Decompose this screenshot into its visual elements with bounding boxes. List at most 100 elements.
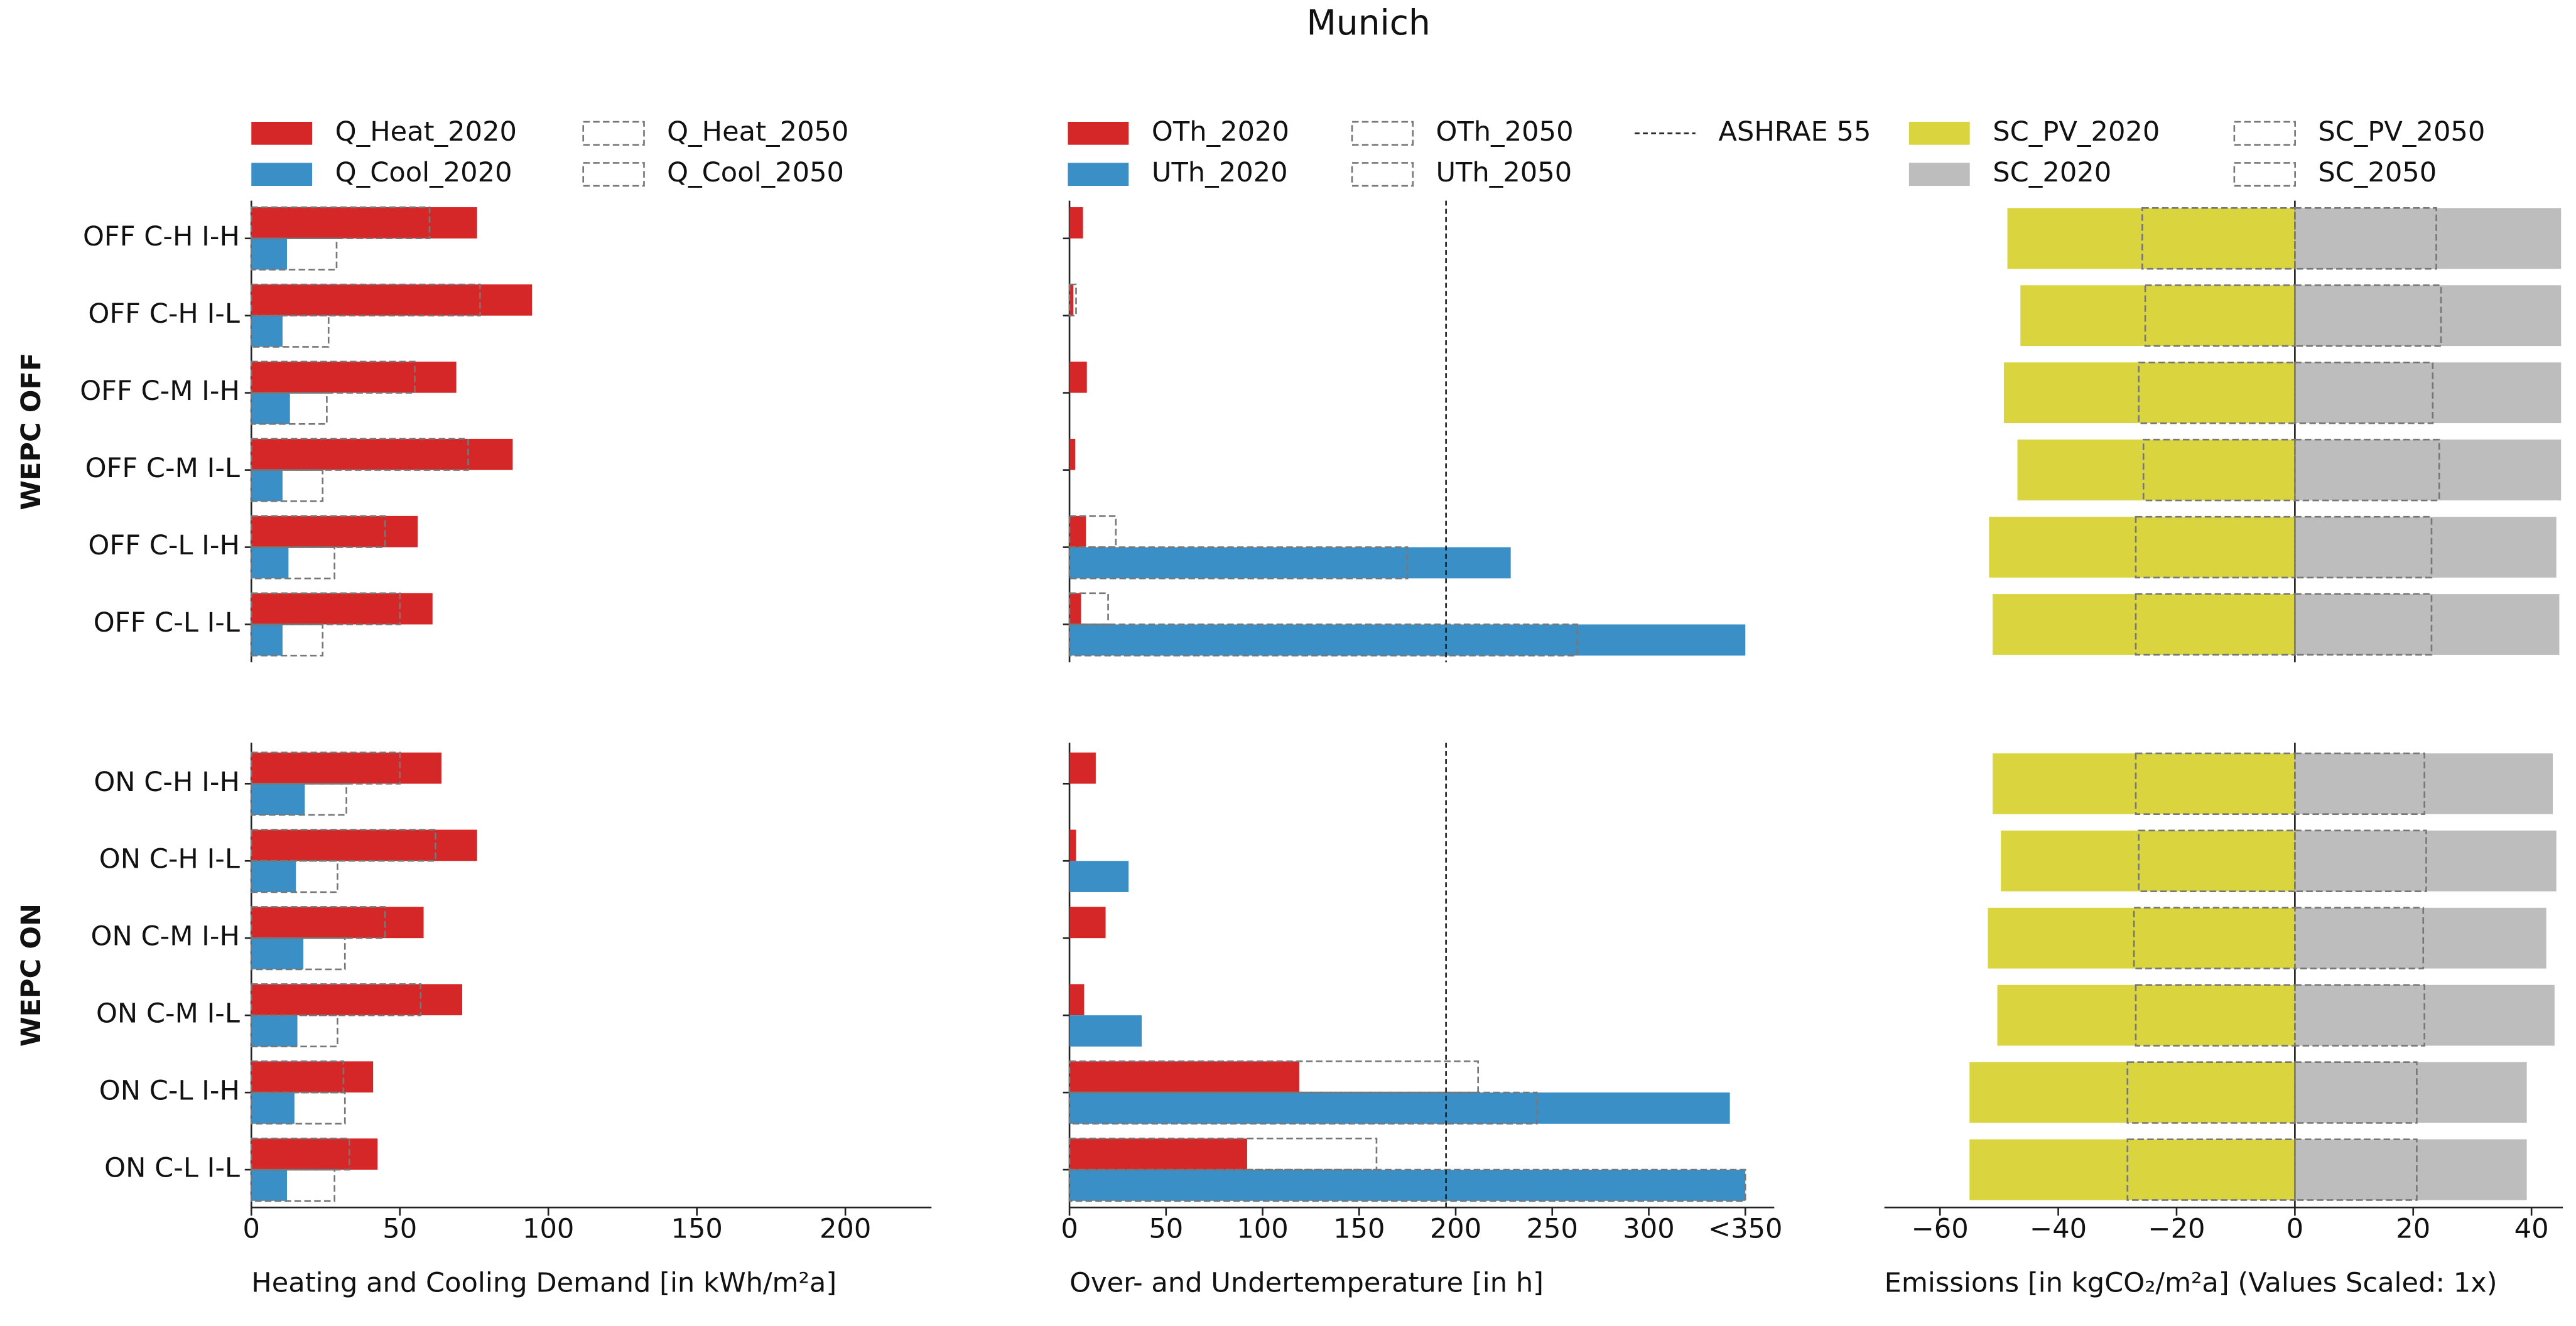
bar (1069, 752, 1096, 784)
bar (251, 315, 283, 347)
x-tick-label: 150 (1333, 1213, 1385, 1244)
legend-label: UTh_2050 (1436, 157, 1572, 188)
bar-outline (250, 283, 481, 317)
bar (1069, 829, 1076, 861)
bar (251, 547, 289, 579)
x-tick-label: 150 (671, 1213, 722, 1244)
bar (1069, 1061, 1299, 1093)
legend-label: SC_PV_2050 (2318, 116, 2485, 148)
x-tick-label: 0 (2286, 1213, 2303, 1244)
bar (2017, 439, 2295, 501)
bar (251, 238, 288, 270)
bar-outline (250, 237, 338, 271)
x-tick-label: 20 (2396, 1213, 2430, 1244)
bar (251, 515, 418, 547)
bar (2295, 1139, 2527, 1200)
bar-outline (2144, 284, 2296, 347)
bar (1069, 515, 1086, 547)
bar (1069, 1015, 1142, 1047)
legend-label: Q_Cool_2050 (667, 157, 844, 188)
bar (251, 593, 433, 625)
bar (1069, 284, 1074, 316)
bar-outline (250, 752, 401, 785)
x-tick-label: −40 (2030, 1213, 2087, 1244)
y-tick-label: OFF C-M I-L (85, 453, 240, 484)
bar-outline (250, 515, 386, 548)
bar-outline (250, 206, 431, 240)
bar (1069, 361, 1087, 393)
legend-label: SC_2050 (2318, 157, 2437, 188)
y-tick-label: ON C-L I-L (104, 1153, 240, 1184)
legend-label: Q_Heat_2020 (335, 116, 517, 148)
legend-label: SC_2020 (1993, 157, 2111, 188)
legend-swatch (251, 122, 313, 145)
bar-outline (1068, 1168, 1746, 1202)
legend-label: SC_PV_2020 (1993, 116, 2160, 148)
bar (1069, 547, 1511, 579)
bar (1069, 593, 1081, 625)
legend-swatch (1351, 121, 1414, 146)
bar-outline (1068, 1060, 1479, 1094)
bar (2295, 208, 2562, 269)
bar-outline (250, 315, 330, 348)
bar (251, 984, 463, 1016)
bar (251, 829, 477, 861)
y-tick-label: ON C-M I-H (91, 921, 240, 952)
bar-outline (250, 469, 324, 502)
bar (251, 861, 296, 892)
bar-outline (250, 1138, 350, 1171)
bar (251, 1092, 295, 1124)
bar (2295, 439, 2562, 501)
bar-outline (1068, 1138, 1378, 1171)
bar-outline (2126, 1138, 2296, 1201)
bar (1989, 517, 2295, 578)
bar (2001, 830, 2295, 892)
bar-outline (1068, 546, 1409, 579)
bar (2007, 208, 2295, 269)
bar (251, 784, 305, 815)
bar-outline (2294, 207, 2437, 270)
legend-label: ASHRAE 55 (1718, 116, 1871, 148)
x-tick-label: <350 (1708, 1213, 1783, 1244)
figure-title: Munich (1307, 3, 1431, 43)
legend-swatch (2233, 162, 2296, 187)
y-tick-label: OFF C-H I-L (88, 298, 240, 330)
x-tick-label: 0 (1061, 1213, 1078, 1244)
x-tick-label: 200 (820, 1213, 871, 1244)
bar-outline (2294, 361, 2434, 424)
legend-swatch (2233, 121, 2296, 146)
y-tick-label: ON C-H I-H (94, 767, 240, 798)
bar (2295, 907, 2546, 969)
x-tick-label: 100 (522, 1213, 574, 1244)
bar (1069, 861, 1129, 892)
x-axis-label: Emissions [in kgCO₂/m²a] (Values Scaled:… (1885, 1268, 2498, 1299)
legend-label: OTh_2050 (1436, 116, 1573, 148)
y-tick-label: OFF C-H I-H (83, 221, 240, 252)
y-tick-label: OFF C-L I-H (88, 530, 240, 561)
bar (2295, 362, 2562, 424)
bar (251, 1061, 374, 1093)
y-tick-label: ON C-M I-L (96, 998, 240, 1030)
bar-outline (2126, 1061, 2296, 1124)
x-axis-label: Over- and Undertemperature [in h] (1069, 1268, 1544, 1299)
x-tick-label: 100 (1237, 1213, 1288, 1244)
bar-outline (250, 983, 422, 1016)
bar-outline (2294, 438, 2440, 502)
bar-outline (250, 392, 328, 425)
bar (2003, 362, 2295, 424)
bar-outline (250, 860, 338, 893)
legend-swatch (1068, 163, 1129, 186)
bar (1993, 753, 2295, 814)
x-tick-label: 50 (1149, 1213, 1183, 1244)
x-tick-label: 200 (1430, 1213, 1481, 1244)
bar-outline (2294, 284, 2442, 347)
bar-outline (2294, 1061, 2418, 1124)
bar (251, 752, 441, 784)
x-axis-label: Heating and Cooling Demand [in kWh/m²a] (251, 1268, 836, 1299)
bar-outline (250, 546, 335, 579)
bar (1969, 1139, 2295, 1200)
bar (251, 470, 283, 502)
group-label: WEPC OFF (16, 353, 47, 510)
y-tick-label: ON C-H I-L (99, 844, 240, 875)
